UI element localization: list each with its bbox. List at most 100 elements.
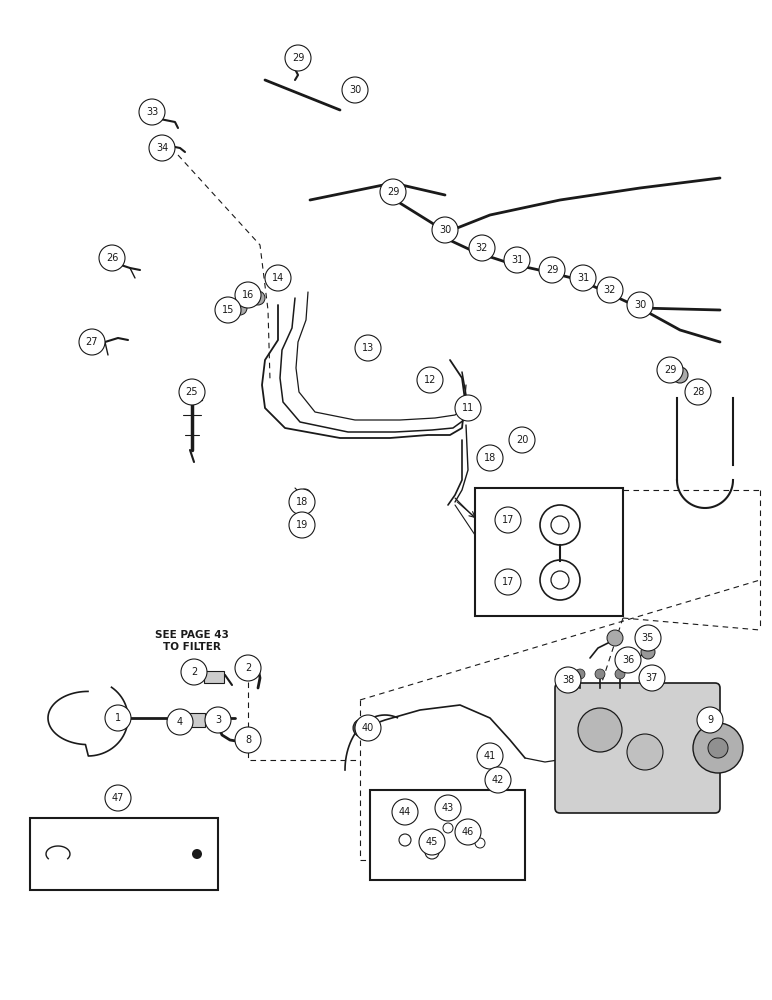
Circle shape — [299, 489, 311, 501]
Text: 44: 44 — [399, 807, 411, 817]
Circle shape — [495, 507, 521, 533]
Circle shape — [179, 379, 205, 405]
Text: 11: 11 — [462, 403, 474, 413]
Circle shape — [205, 707, 231, 733]
FancyBboxPatch shape — [171, 713, 205, 727]
Circle shape — [504, 247, 530, 273]
Circle shape — [607, 630, 623, 646]
Text: 29: 29 — [546, 265, 558, 275]
Circle shape — [149, 135, 175, 161]
Text: 32: 32 — [604, 285, 616, 295]
Text: 12: 12 — [424, 375, 436, 385]
Text: 40: 40 — [362, 723, 374, 733]
Text: 26: 26 — [106, 253, 118, 263]
Circle shape — [215, 297, 241, 323]
Circle shape — [241, 733, 259, 751]
Circle shape — [597, 277, 623, 303]
Circle shape — [539, 257, 565, 283]
Circle shape — [251, 291, 265, 305]
Circle shape — [235, 655, 261, 681]
Circle shape — [235, 282, 261, 308]
Circle shape — [555, 667, 581, 693]
Circle shape — [435, 795, 461, 821]
Circle shape — [419, 829, 445, 855]
Text: 31: 31 — [511, 255, 523, 265]
Circle shape — [570, 265, 596, 291]
Circle shape — [575, 277, 585, 287]
Text: 13: 13 — [362, 343, 374, 353]
Text: 46: 46 — [462, 827, 474, 837]
Text: 19: 19 — [296, 520, 308, 530]
Circle shape — [685, 379, 711, 405]
Circle shape — [417, 367, 443, 393]
Circle shape — [355, 335, 381, 361]
Circle shape — [639, 665, 665, 691]
Text: 47: 47 — [112, 793, 124, 803]
Circle shape — [469, 235, 495, 261]
Circle shape — [429, 849, 435, 855]
Circle shape — [509, 427, 535, 453]
Circle shape — [477, 445, 503, 471]
Circle shape — [289, 489, 315, 515]
Circle shape — [233, 301, 247, 315]
Circle shape — [105, 785, 131, 811]
Circle shape — [79, 329, 105, 355]
Text: 29: 29 — [664, 365, 676, 375]
Circle shape — [432, 217, 458, 243]
Text: 4: 4 — [177, 717, 183, 727]
Text: 42: 42 — [492, 775, 504, 785]
Circle shape — [543, 269, 553, 279]
Text: 30: 30 — [349, 85, 361, 95]
Text: 45: 45 — [426, 837, 438, 847]
Circle shape — [485, 767, 511, 793]
Text: 9: 9 — [707, 715, 713, 725]
Circle shape — [615, 669, 625, 679]
Circle shape — [139, 99, 165, 125]
Circle shape — [274, 272, 290, 288]
Text: 28: 28 — [692, 387, 704, 397]
Text: 3: 3 — [215, 715, 221, 725]
Text: 38: 38 — [562, 675, 574, 685]
Text: 20: 20 — [516, 435, 528, 445]
Circle shape — [495, 569, 521, 595]
FancyBboxPatch shape — [204, 671, 224, 683]
Circle shape — [167, 709, 193, 735]
Text: 8: 8 — [245, 735, 251, 745]
Circle shape — [342, 77, 368, 103]
Circle shape — [181, 659, 207, 685]
Text: 2: 2 — [191, 667, 197, 677]
Text: 33: 33 — [146, 107, 158, 117]
Circle shape — [455, 395, 481, 421]
Circle shape — [99, 245, 125, 271]
Text: 25: 25 — [186, 387, 198, 397]
Text: 16: 16 — [242, 290, 254, 300]
Text: 31: 31 — [577, 273, 589, 283]
FancyBboxPatch shape — [555, 683, 720, 813]
Circle shape — [355, 715, 381, 741]
Circle shape — [575, 669, 585, 679]
Circle shape — [578, 708, 622, 752]
Circle shape — [627, 292, 653, 318]
FancyBboxPatch shape — [30, 818, 218, 890]
Circle shape — [265, 265, 291, 291]
Text: 41: 41 — [484, 751, 496, 761]
Circle shape — [289, 512, 315, 538]
Circle shape — [595, 669, 605, 679]
Circle shape — [455, 819, 481, 845]
Text: 17: 17 — [502, 515, 514, 525]
Text: 14: 14 — [272, 273, 284, 283]
FancyBboxPatch shape — [370, 790, 525, 880]
Text: 35: 35 — [642, 633, 654, 643]
Text: 43: 43 — [442, 803, 454, 813]
Circle shape — [507, 260, 517, 270]
Circle shape — [697, 707, 723, 733]
Circle shape — [380, 179, 406, 205]
Text: 27: 27 — [86, 337, 98, 347]
Text: 18: 18 — [296, 497, 308, 507]
Circle shape — [627, 734, 663, 770]
Circle shape — [392, 799, 418, 825]
FancyBboxPatch shape — [475, 488, 623, 616]
Text: 34: 34 — [156, 143, 168, 153]
Text: 15: 15 — [222, 305, 234, 315]
Circle shape — [635, 625, 661, 651]
